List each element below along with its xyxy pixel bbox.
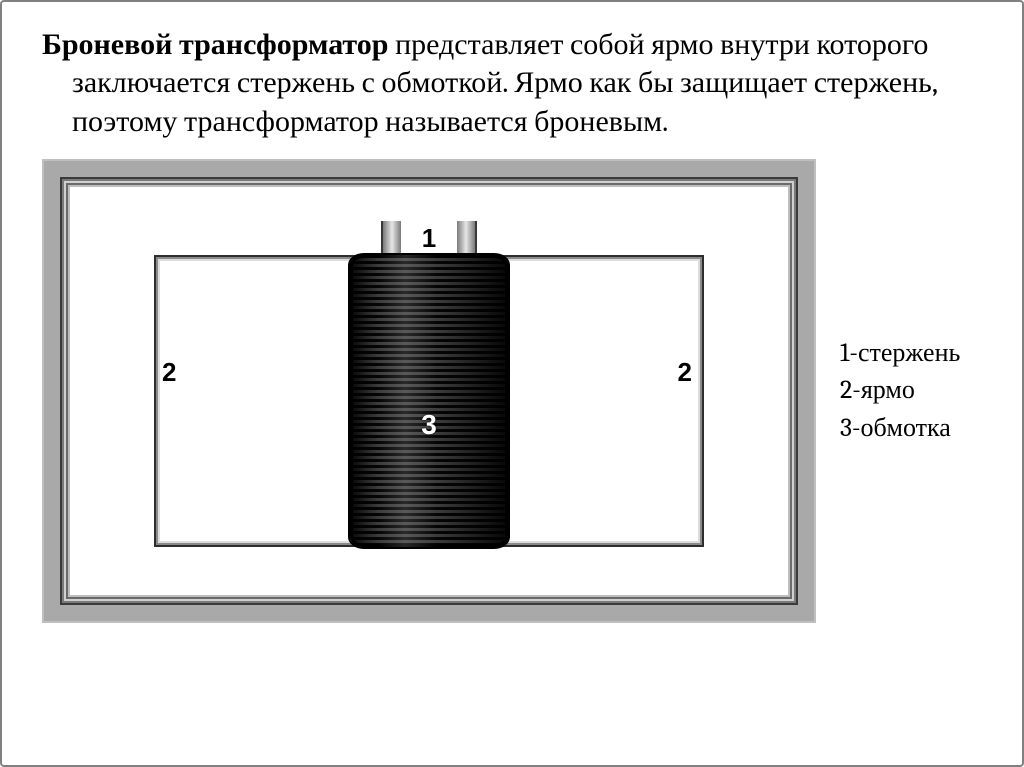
coil	[350, 255, 508, 547]
description-paragraph: Броневой трансформатор представляет собо…	[42, 26, 982, 141]
yoke-outer: 1 2 2 3	[60, 177, 798, 605]
term-bold: Броневой трансформатор	[42, 27, 388, 62]
diagram-label-1: 1	[422, 223, 436, 254]
content-row: 1 2 2 3 1-стержень 2-ярмо 3-обмотка	[42, 159, 982, 623]
legend-item-2: 2-ярмо	[840, 372, 960, 410]
legend-item-3: 3-обмотка	[840, 410, 960, 448]
legend: 1-стержень 2-ярмо 3-обмотка	[840, 335, 960, 448]
slide: Броневой трансформатор представляет собо…	[0, 0, 1024, 767]
transformer-diagram: 1 2 2 3	[42, 159, 816, 623]
diagram-label-2-left: 2	[162, 357, 176, 388]
diagram-wrap: 1 2 2 3	[42, 159, 816, 623]
diagram-label-2-right: 2	[678, 357, 692, 388]
diagram-label-3: 3	[421, 409, 437, 441]
legend-item-1: 1-стержень	[840, 335, 960, 373]
